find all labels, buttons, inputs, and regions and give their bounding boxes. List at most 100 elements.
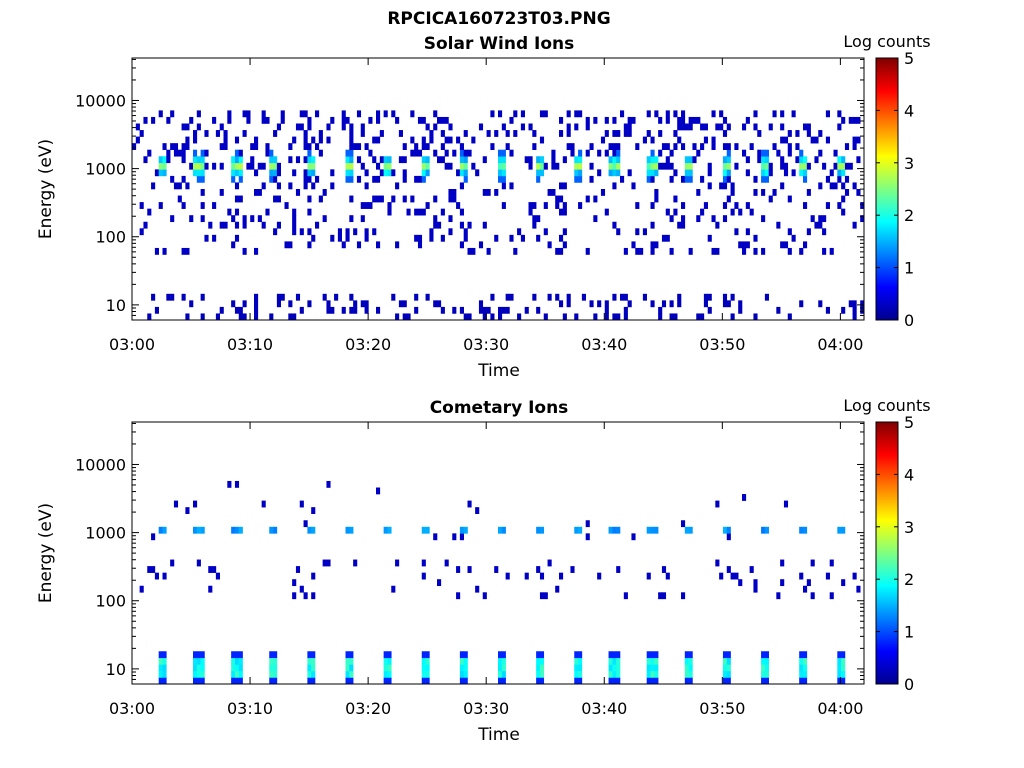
heatmap-cell (841, 657, 846, 665)
heatmap-cell (379, 169, 384, 177)
heatmap-cell (715, 559, 720, 567)
heatmap-cell (749, 143, 754, 150)
heatmap-cell (612, 651, 617, 659)
heatmap-cell (238, 149, 243, 157)
heatmap-cell (539, 657, 545, 665)
heatmap-cell (292, 228, 297, 236)
heatmap-cell (440, 130, 445, 137)
y-tick-label: 100 (95, 228, 126, 247)
heatmap-cell (372, 228, 377, 236)
heatmap-cell (383, 677, 388, 685)
heatmap-cell (269, 664, 274, 672)
heatmap-cell (509, 182, 514, 190)
heatmap-cell (185, 143, 190, 150)
heatmap-cell (707, 169, 712, 177)
heatmap-cell (395, 241, 400, 249)
heatmap-cell (360, 202, 365, 209)
heatmap-cell (273, 670, 278, 678)
heatmap-cell (654, 195, 659, 203)
x-tick-label: 03:10 (227, 335, 273, 354)
heatmap-cell (696, 215, 701, 223)
heatmap-cell (726, 670, 731, 678)
heatmap-cell (234, 208, 240, 216)
heatmap-cell (383, 169, 388, 177)
heatmap-cell (715, 247, 720, 255)
heatmap-cell (417, 175, 423, 183)
heatmap-cell (345, 175, 350, 183)
heatmap-cell (143, 156, 148, 164)
heatmap-cell (803, 670, 808, 678)
heatmap-cell (761, 657, 766, 665)
heatmap-cell (490, 110, 495, 118)
heatmap-cell (273, 677, 278, 685)
heatmap-cell (532, 202, 537, 209)
heatmap-cell (269, 313, 274, 321)
heatmap-cell (711, 136, 716, 144)
heatmap-cell (311, 136, 316, 144)
heatmap-cell (658, 116, 663, 124)
heatmap-cell (837, 169, 842, 177)
heatmap-cell (646, 162, 651, 170)
heatmap-cell (635, 202, 640, 209)
heatmap-cell (650, 169, 655, 177)
heatmap-cell (761, 149, 766, 157)
heatmap-cell (555, 247, 560, 255)
heatmap-cell (356, 175, 362, 183)
heatmap-cell (173, 500, 179, 508)
heatmap-cell (780, 162, 785, 170)
heatmap-cell (780, 110, 785, 118)
heatmap-cell (254, 136, 259, 144)
heatmap-cell (387, 169, 392, 177)
heatmap-cell (463, 175, 468, 183)
heatmap-cell (498, 651, 503, 659)
heatmap-cell (623, 123, 628, 131)
heatmap-cell (860, 202, 865, 209)
heatmap-cell (288, 300, 293, 308)
heatmap-cell (429, 136, 434, 144)
heatmap-cell (555, 195, 560, 203)
heatmap-cell (654, 189, 659, 196)
heatmap-cell (376, 136, 381, 144)
heatmap-cell (803, 162, 808, 170)
heatmap-cell (330, 306, 335, 314)
heatmap-cell (173, 149, 179, 157)
heatmap-cell (299, 306, 304, 314)
heatmap-cell (254, 189, 259, 196)
heatmap-cell (574, 677, 579, 685)
heatmap-cell (517, 228, 522, 236)
heatmap-cell (303, 592, 308, 600)
heatmap-cell (349, 293, 354, 301)
heatmap-cell (528, 162, 533, 170)
heatmap-cell (700, 175, 705, 183)
heatmap-cell (341, 123, 346, 131)
heatmap-cell (238, 651, 243, 659)
heatmap-cell (261, 162, 266, 170)
heatmap-cell (539, 572, 545, 580)
heatmap-cell (410, 136, 415, 144)
heatmap-cell (722, 169, 728, 177)
heatmap-cell (410, 110, 415, 118)
heatmap-cell (425, 162, 430, 170)
heatmap-cell (196, 156, 201, 164)
heatmap-cell (143, 221, 148, 229)
heatmap-cell (234, 657, 240, 665)
heatmap-cell (242, 247, 247, 255)
heatmap-cell (696, 116, 701, 124)
heatmap-cell (193, 500, 198, 508)
heatmap-cell (227, 116, 232, 124)
heatmap-cell (757, 156, 762, 164)
heatmap-cell (307, 149, 312, 157)
colorbar-tick-label: 3 (904, 518, 914, 537)
heatmap-cell (345, 169, 350, 177)
heatmap-cell (803, 677, 808, 685)
heatmap-cell (715, 221, 720, 229)
heatmap-cell (650, 664, 655, 672)
heatmap-cell (578, 175, 583, 183)
heatmap-cell (181, 293, 186, 301)
heatmap-cell (421, 136, 426, 144)
heatmap-cell (658, 130, 663, 137)
heatmap-cell (528, 156, 533, 164)
heatmap-cell (234, 651, 240, 659)
heatmap-cell (429, 234, 434, 242)
